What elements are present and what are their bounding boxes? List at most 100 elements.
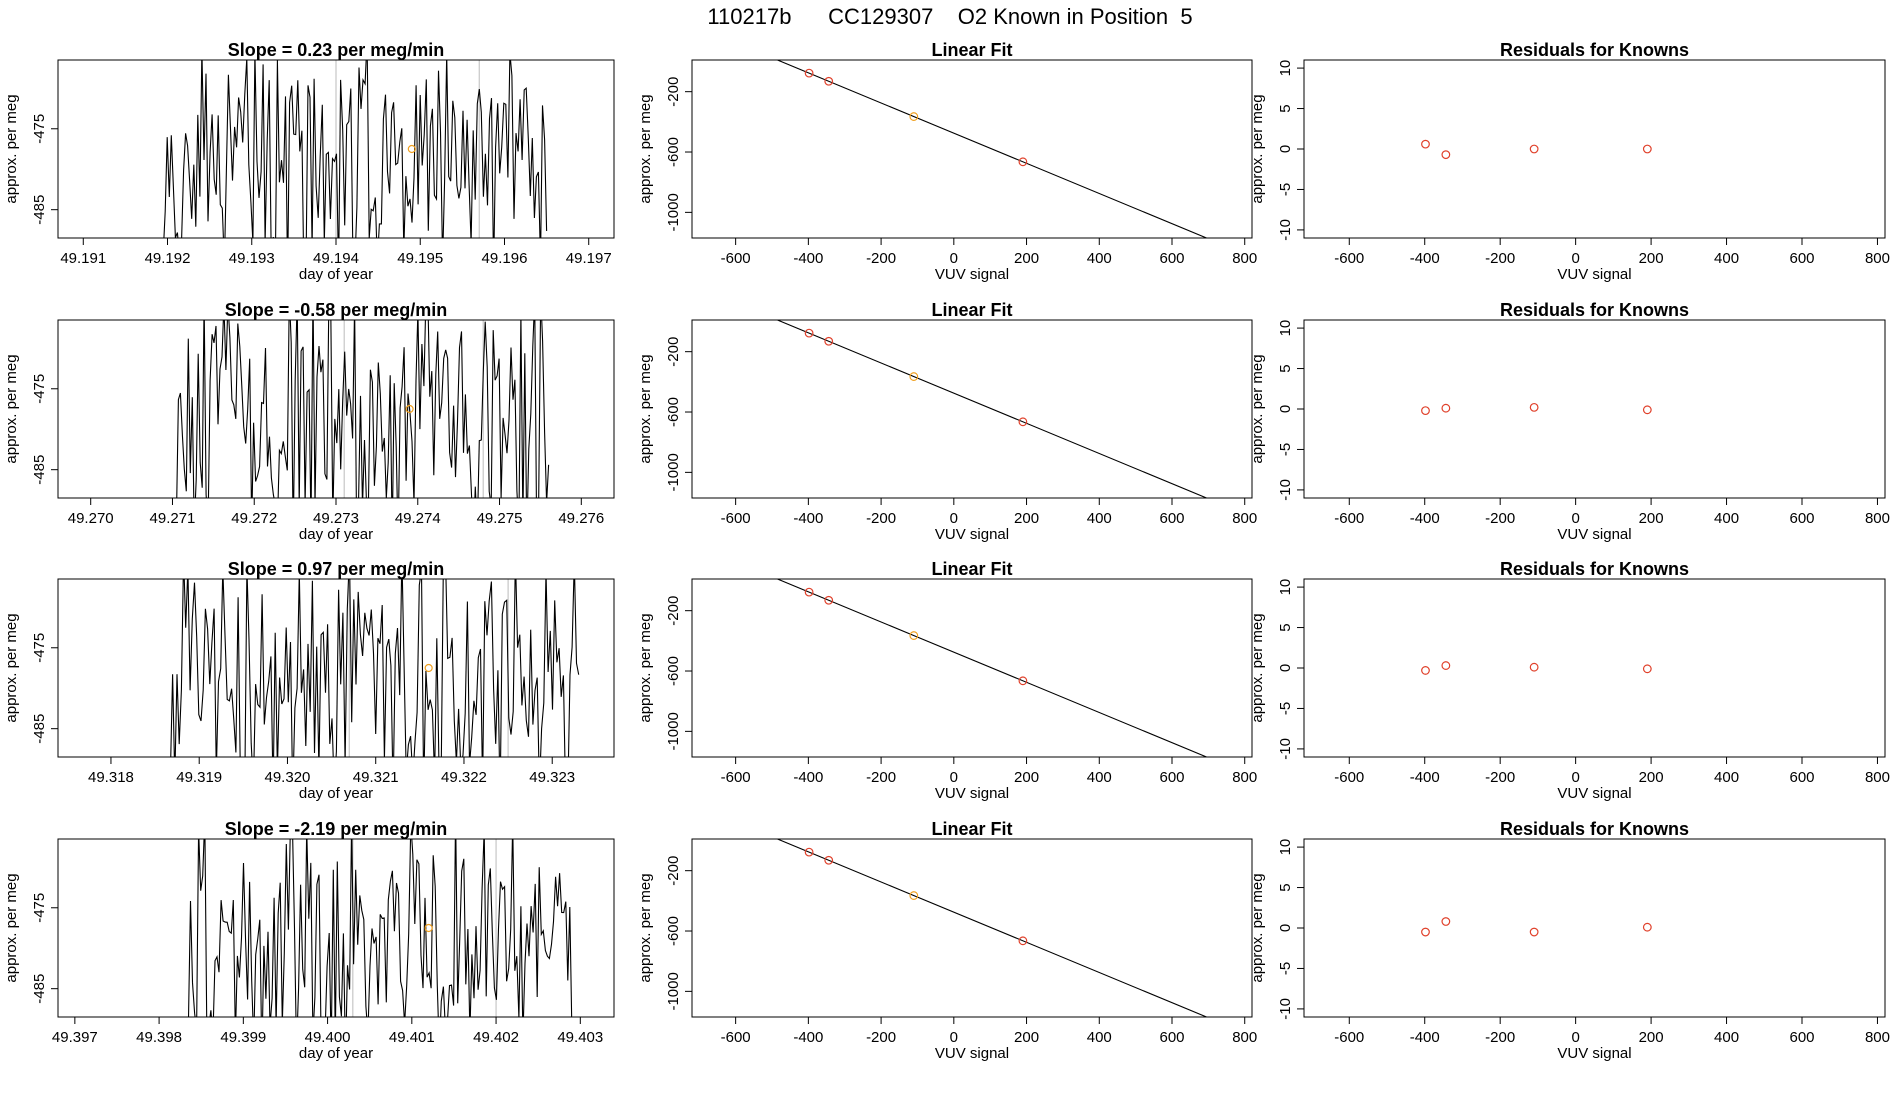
y-axis-label: approx. per meg: [3, 94, 20, 203]
plot-area: [776, 60, 1208, 238]
x-axis-label: VUV signal: [1557, 526, 1631, 543]
x-tick-label: -600: [721, 769, 751, 786]
x-tick-label: 200: [1014, 769, 1039, 786]
x-tick-label: 49.400: [305, 1029, 351, 1046]
x-tick-label: 49.276: [558, 510, 604, 527]
x-tick-label: 400: [1087, 510, 1112, 527]
plot-area: [1421, 917, 1652, 937]
y-tick-label: 10: [1277, 579, 1294, 596]
y-tick-label: -10: [1277, 479, 1294, 501]
fit-line: [776, 60, 1208, 238]
x-tick-label: 200: [1639, 769, 1664, 786]
x-tick-label: 49.322: [441, 769, 487, 786]
x-tick-label: 0: [1571, 1029, 1579, 1046]
residual-point: [1529, 144, 1539, 154]
known-point: [824, 76, 834, 86]
x-tick-label: -400: [793, 250, 823, 267]
x-axis-label: VUV signal: [935, 526, 1009, 543]
residual-point: [1421, 927, 1430, 937]
fit-line: [776, 320, 1208, 498]
y-axis-label: approx. per meg: [637, 354, 654, 463]
x-tick-label: 600: [1159, 510, 1184, 527]
x-tick-label: 800: [1865, 510, 1890, 527]
x-tick-label: 49.399: [220, 1029, 266, 1046]
residual-point: [1529, 927, 1539, 937]
chart-title: Linear Fit: [931, 40, 1012, 60]
x-tick-label: 800: [1865, 250, 1890, 267]
x-tick-label: 200: [1639, 510, 1664, 527]
chart-title: Residuals for Knowns: [1500, 300, 1689, 320]
y-tick-label: 5: [1277, 883, 1294, 891]
y-axis-label: approx. per meg: [637, 613, 654, 722]
x-tick-label: 49.193: [229, 250, 275, 267]
x-tick-label: -600: [1334, 510, 1364, 527]
chart-panel-linear-fit-row-1: Linear Fit -600 -400 -200 0 200 400 600 800 VUV s…: [637, 40, 1257, 283]
x-tick-label: 400: [1087, 769, 1112, 786]
y-tick-label: 0: [1277, 664, 1294, 672]
x-tick-label: -200: [1485, 1029, 1515, 1046]
chart-title: Slope = -2.19 per meg/min: [225, 819, 448, 839]
x-tick-label: 200: [1639, 250, 1664, 267]
residual-point: [1441, 917, 1451, 926]
chart-title: Slope = -0.58 per meg/min: [225, 300, 448, 320]
x-tick-label: 49.398: [136, 1029, 182, 1046]
x-tick-label: 200: [1014, 1029, 1039, 1046]
x-tick-label: -400: [1410, 1029, 1440, 1046]
chart-title: Residuals for Knowns: [1500, 819, 1689, 839]
sample-point: [909, 372, 919, 381]
y-tick-label: -485: [31, 714, 48, 744]
x-tick-label: 600: [1159, 250, 1184, 267]
plot-area: [176, 320, 550, 498]
x-tick-label: 600: [1789, 1029, 1814, 1046]
y-tick-label: -1000: [665, 193, 682, 231]
chart-panel-residuals-row-3: Residuals for Knowns -600 -400 -200 0 200 400 6…: [1249, 559, 1890, 802]
x-tick-label: 49.272: [231, 510, 277, 527]
known-point: [824, 855, 834, 865]
plot-area: [776, 320, 1208, 498]
fit-line: [776, 579, 1208, 757]
x-tick-label: -600: [721, 510, 751, 527]
x-axis-label: VUV signal: [935, 785, 1009, 802]
figure-title: 110217b CC129307 O2 Known in Position 5: [707, 4, 1193, 29]
sample-point: [407, 144, 416, 154]
sample-point: [909, 112, 919, 121]
x-tick-label: 49.320: [265, 769, 311, 786]
x-axis-label: day of year: [299, 1045, 373, 1062]
plot-frame: [1303, 578, 1886, 758]
x-tick-label: 49.319: [176, 769, 222, 786]
y-tick-label: -5: [1277, 702, 1294, 715]
y-tick-label: -475: [31, 633, 48, 663]
sample-point: [405, 404, 414, 414]
y-tick-label: -485: [31, 974, 48, 1004]
residual-point: [1421, 139, 1430, 149]
x-tick-label: 0: [950, 510, 958, 527]
residual-point: [1529, 402, 1539, 412]
plot-frame: [1303, 59, 1886, 239]
known-point: [1018, 417, 1028, 427]
x-axis-label: day of year: [299, 266, 373, 283]
x-tick-label: 49.323: [529, 769, 575, 786]
known-point: [804, 587, 814, 597]
x-tick-label: -600: [1334, 769, 1364, 786]
x-tick-label: -400: [1410, 250, 1440, 267]
x-tick-label: 0: [1571, 510, 1579, 527]
fit-line: [776, 839, 1208, 1017]
residual-point: [1441, 150, 1451, 160]
residual-point: [1441, 661, 1451, 670]
chart-panel-time-trace-row-3: Slope = 0.97 per meg/min 49.318 49.319 49.3…: [3, 559, 615, 802]
y-axis-label: approx. per meg: [1249, 613, 1266, 722]
chart-title: Linear Fit: [931, 300, 1012, 320]
y-tick-label: -200: [665, 337, 682, 367]
x-tick-label: 49.397: [52, 1029, 98, 1046]
x-tick-label: 600: [1789, 250, 1814, 267]
x-tick-label: 49.273: [313, 510, 359, 527]
x-tick-label: 0: [1571, 250, 1579, 267]
x-tick-label: 49.271: [150, 510, 196, 527]
x-tick-label: -400: [1410, 510, 1440, 527]
y-tick-label: 5: [1277, 364, 1294, 372]
y-tick-label: -475: [31, 114, 48, 144]
x-tick-label: 49.197: [566, 250, 612, 267]
chart-title: Linear Fit: [931, 559, 1012, 579]
x-tick-label: -200: [1485, 769, 1515, 786]
